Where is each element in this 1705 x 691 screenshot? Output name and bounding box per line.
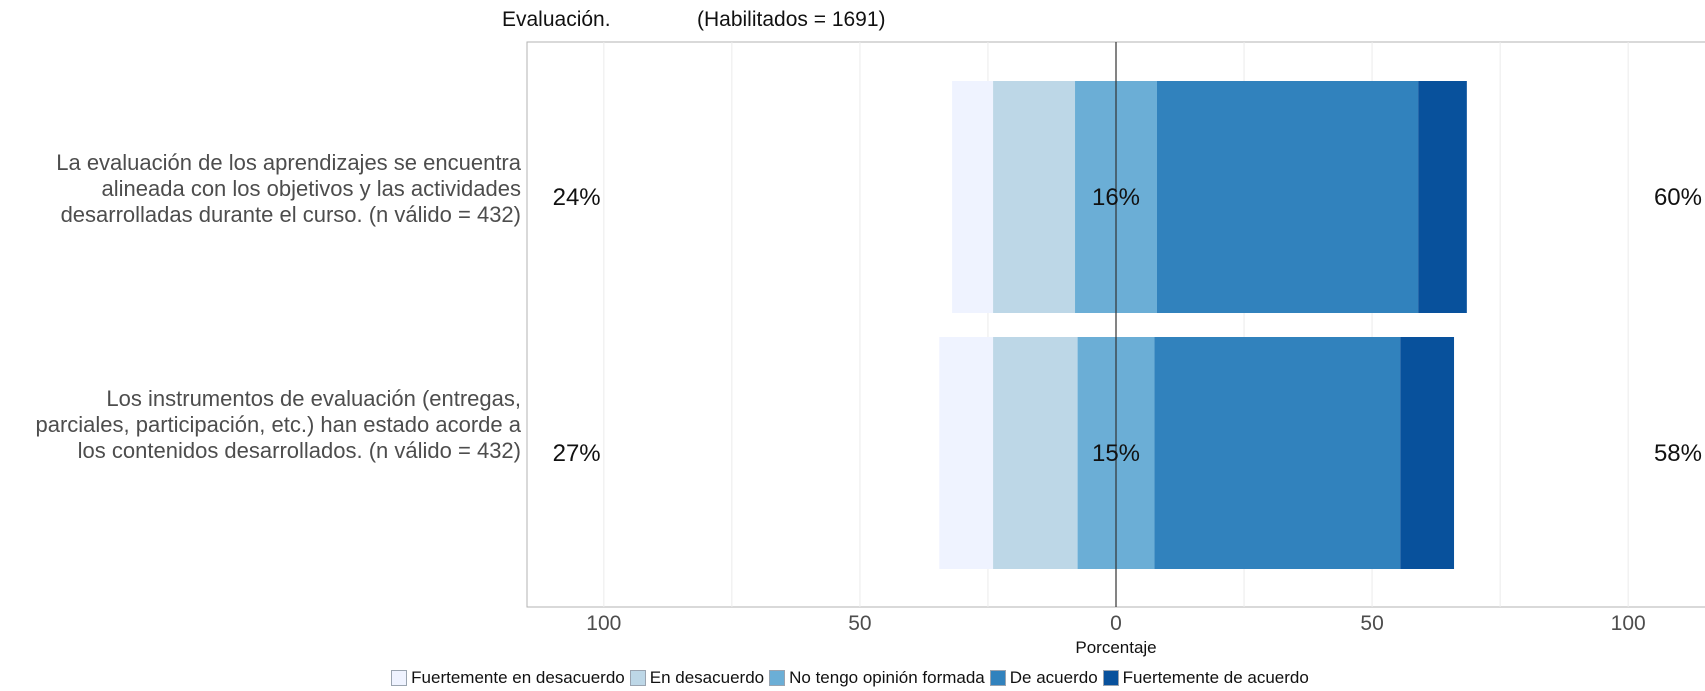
category-label-2: Los instrumentos de evaluación (entregas… [35,386,521,463]
x-tick-label: 50 [848,612,871,635]
data-labels: 24% 16% 60% 27% 15% 58% [553,184,1702,467]
category-label-1: La evaluación de los aprendizajes se enc… [56,150,521,227]
bar-segment [1400,337,1455,569]
legend-label: Fuertemente en desacuerdo [411,668,625,687]
bar-segment [1156,81,1419,313]
bar-segment [993,337,1078,569]
legend: Fuertemente en desacuerdo En desacuerdo No… [0,668,1705,688]
legend-label: Fuertemente de acuerdo [1122,668,1309,687]
x-tick-label: 50 [1360,612,1383,635]
legend-item: Fuertemente en desacuerdo [391,668,625,688]
right-percent-label: 58% [1654,440,1702,467]
x-tick-label: 100 [586,612,621,635]
legend-item: No tengo opinión formada [769,668,985,688]
chart-title: Evaluación. [502,8,611,31]
bar-segment [952,81,994,313]
legend-label: En desacuerdo [649,668,765,687]
bar-segment [1154,337,1401,569]
left-percent-label: 24% [553,184,601,211]
legend-swatch [1102,670,1119,686]
center-percent-label: 16% [1092,184,1140,211]
legend-item: Fuertemente de acuerdo [1102,668,1309,688]
legend-swatch [629,670,646,686]
legend-swatch [769,670,786,686]
legend-item: En desacuerdo [629,668,765,688]
legend-swatch [989,670,1006,686]
left-percent-label: 27% [553,440,601,467]
x-tick-label: 0 [1110,612,1122,635]
x-axis-label: Porcentaje [1075,638,1156,657]
legend-label: De acuerdo [1009,668,1098,687]
x-axis-ticks: 100 50 0 50 100 [586,612,1645,635]
bar-segment [993,81,1076,313]
bar-segment [1418,81,1467,313]
bar-segment [939,337,994,569]
legend-item: De acuerdo [989,668,1098,688]
right-percent-label: 60% [1654,184,1702,211]
legend-label: No tengo opinión formada [789,668,985,687]
center-percent-label: 15% [1092,440,1140,467]
chart-subtitle: (Habilitados = 1691) [697,8,886,31]
x-tick-label: 100 [1611,612,1646,635]
legend-swatch [391,670,408,686]
